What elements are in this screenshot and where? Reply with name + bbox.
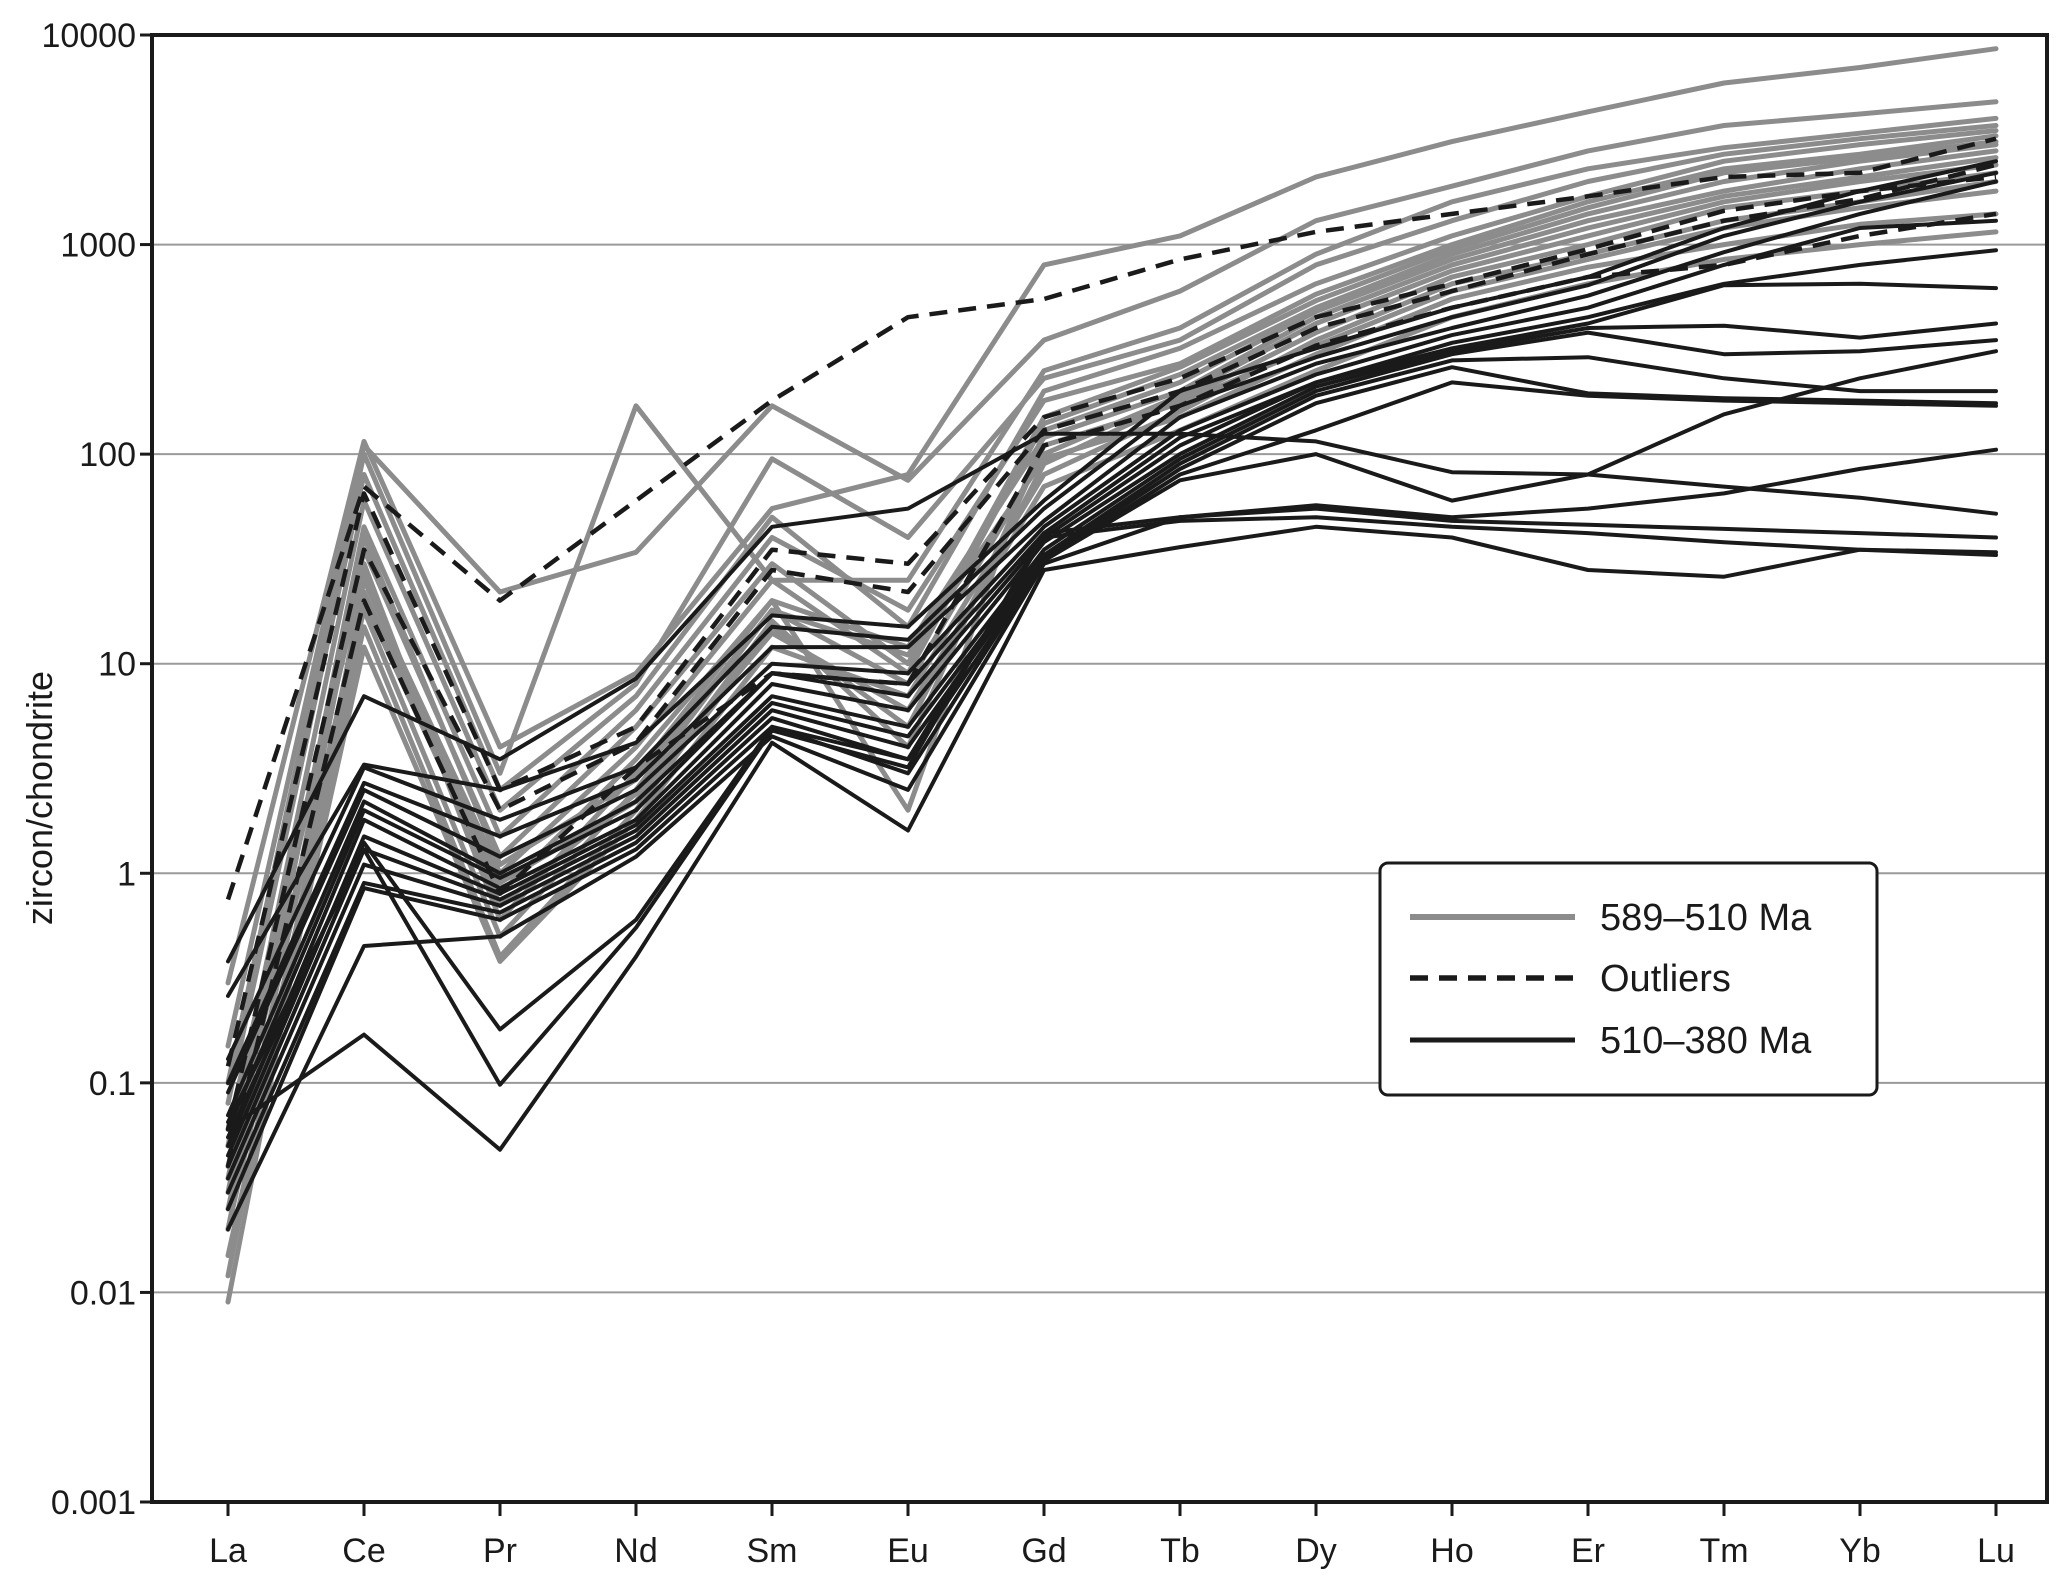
series-line-g2-16: [225, 136, 1997, 901]
x-tick-label-8: Dy: [1295, 1532, 1337, 1570]
series-line-g3-33: [226, 447, 1998, 1232]
y-tick-label-2: 0.1: [89, 1065, 136, 1103]
y-tick-label-3: 1: [117, 855, 136, 893]
x-tick-label-4: Sm: [747, 1532, 798, 1570]
series-line-g1-5: [225, 133, 1999, 1195]
x-tick-label-13: Lu: [1977, 1532, 2015, 1570]
series-line-g3-22: [226, 170, 1998, 1061]
plot-frame: [150, 33, 2049, 1504]
series-line-g2-17: [225, 174, 1997, 1067]
x-tick-label-5: Eu: [887, 1532, 929, 1570]
series-line-g3-24: [226, 218, 1998, 1095]
series-line-g2-19: [225, 211, 1997, 1167]
series-line-g3-29: [226, 355, 1998, 1169]
y-tick-label-1: 0.01: [70, 1274, 136, 1312]
series-line-g1-13: [225, 188, 1999, 1212]
x-axis-ticks: La Ce Pr Nd Sm Eu Gd Tb Dy Ho Er Tm Yb Lu: [209, 1502, 2015, 1570]
series-line-g3-25: [226, 248, 1998, 1118]
series-line-g1-3: [225, 123, 1999, 1106]
series-line-g1-4: [225, 128, 1999, 1149]
series-line-g1-2: [225, 115, 1999, 1086]
y-axis-label: zircon/chondrite: [19, 671, 60, 925]
y-tick-label-7: 10000: [41, 17, 136, 55]
y-axis-ticks: 0.001 0.01 0.1 1 10 100 1000 10000: [41, 17, 152, 1522]
x-tick-label-1: Ce: [342, 1532, 385, 1570]
series-line-g3-26: [226, 281, 1998, 1132]
x-tick-label-12: Yb: [1839, 1532, 1881, 1570]
x-tick-label-7: Tb: [1160, 1532, 1200, 1570]
y-tick-label-4: 10: [98, 646, 136, 684]
y-tick-label-0: 0.001: [51, 1484, 136, 1522]
y-tick-label-5: 100: [79, 436, 136, 474]
series-line-g3-36: [226, 506, 1998, 1125]
series-line-g3-31: [226, 380, 1998, 1195]
x-tick-label-10: Er: [1571, 1532, 1605, 1570]
series-line-g3-20: [226, 431, 1998, 964]
series-lines: [225, 46, 1999, 1305]
series-line-g3-30: [226, 365, 1998, 1181]
series-line-g2-18: [225, 162, 1997, 1130]
series-line-g3-21: [226, 159, 1998, 998]
legend: 589–510 Ma Outliers 510–380 Ma: [1378, 861, 1879, 1097]
series-line-g3-28: [226, 330, 1998, 1158]
series-line-g3-32: [226, 349, 1998, 1211]
legend-label-0: 589–510 Ma: [1600, 897, 1812, 939]
x-tick-label-2: Pr: [483, 1532, 517, 1570]
x-tick-label-9: Ho: [1430, 1532, 1473, 1570]
x-tick-label-11: Tm: [1699, 1532, 1748, 1570]
x-tick-label-0: La: [209, 1532, 247, 1570]
series-line-g3-23: [226, 179, 1998, 1085]
legend-label-2: 510–380 Ma: [1600, 1020, 1812, 1062]
x-tick-label-3: Nd: [614, 1532, 657, 1570]
legend-box: [1378, 861, 1879, 1097]
series-line-g3-27: [226, 321, 1998, 1148]
series-line-g1-0: [225, 46, 1999, 986]
y-tick-label-6: 1000: [60, 227, 136, 265]
series-line-g3-34: [226, 524, 1998, 1152]
series-line-g3-35: [226, 515, 1998, 1140]
series-line-g1-14: [225, 211, 1999, 1181]
legend-label-1: Outliers: [1600, 958, 1731, 1000]
x-tick-label-6: Gd: [1021, 1532, 1066, 1570]
